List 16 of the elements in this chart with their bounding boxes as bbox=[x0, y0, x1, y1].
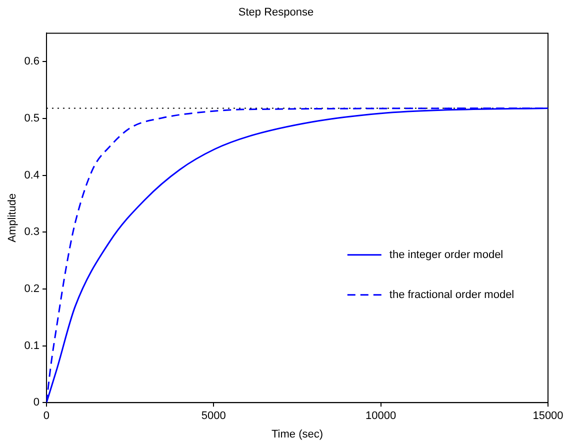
chart-title: Step Response bbox=[238, 6, 314, 19]
y-tick-label: 0.3 bbox=[24, 226, 40, 238]
y-tick-label: 0.4 bbox=[24, 169, 40, 182]
x-tick-label: 10000 bbox=[366, 410, 396, 422]
legend-label: the integer order model bbox=[389, 248, 504, 261]
y-tick-label: 0.5 bbox=[24, 112, 40, 124]
y-tick-label: 0.6 bbox=[24, 56, 40, 68]
y-tick-label: 0.1 bbox=[24, 340, 40, 352]
y-tick-label: 0.2 bbox=[24, 282, 40, 295]
x-tick-label: 15000 bbox=[532, 410, 564, 422]
y-axis-title: Amplitude bbox=[6, 193, 19, 242]
x-tick-label: 0 bbox=[43, 410, 50, 422]
y-tick-label: 0 bbox=[33, 396, 40, 409]
x-tick-label: 5000 bbox=[201, 410, 226, 422]
legend-label: the fractional order model bbox=[389, 288, 514, 301]
x-axis-title: Time (sec) bbox=[271, 428, 324, 440]
